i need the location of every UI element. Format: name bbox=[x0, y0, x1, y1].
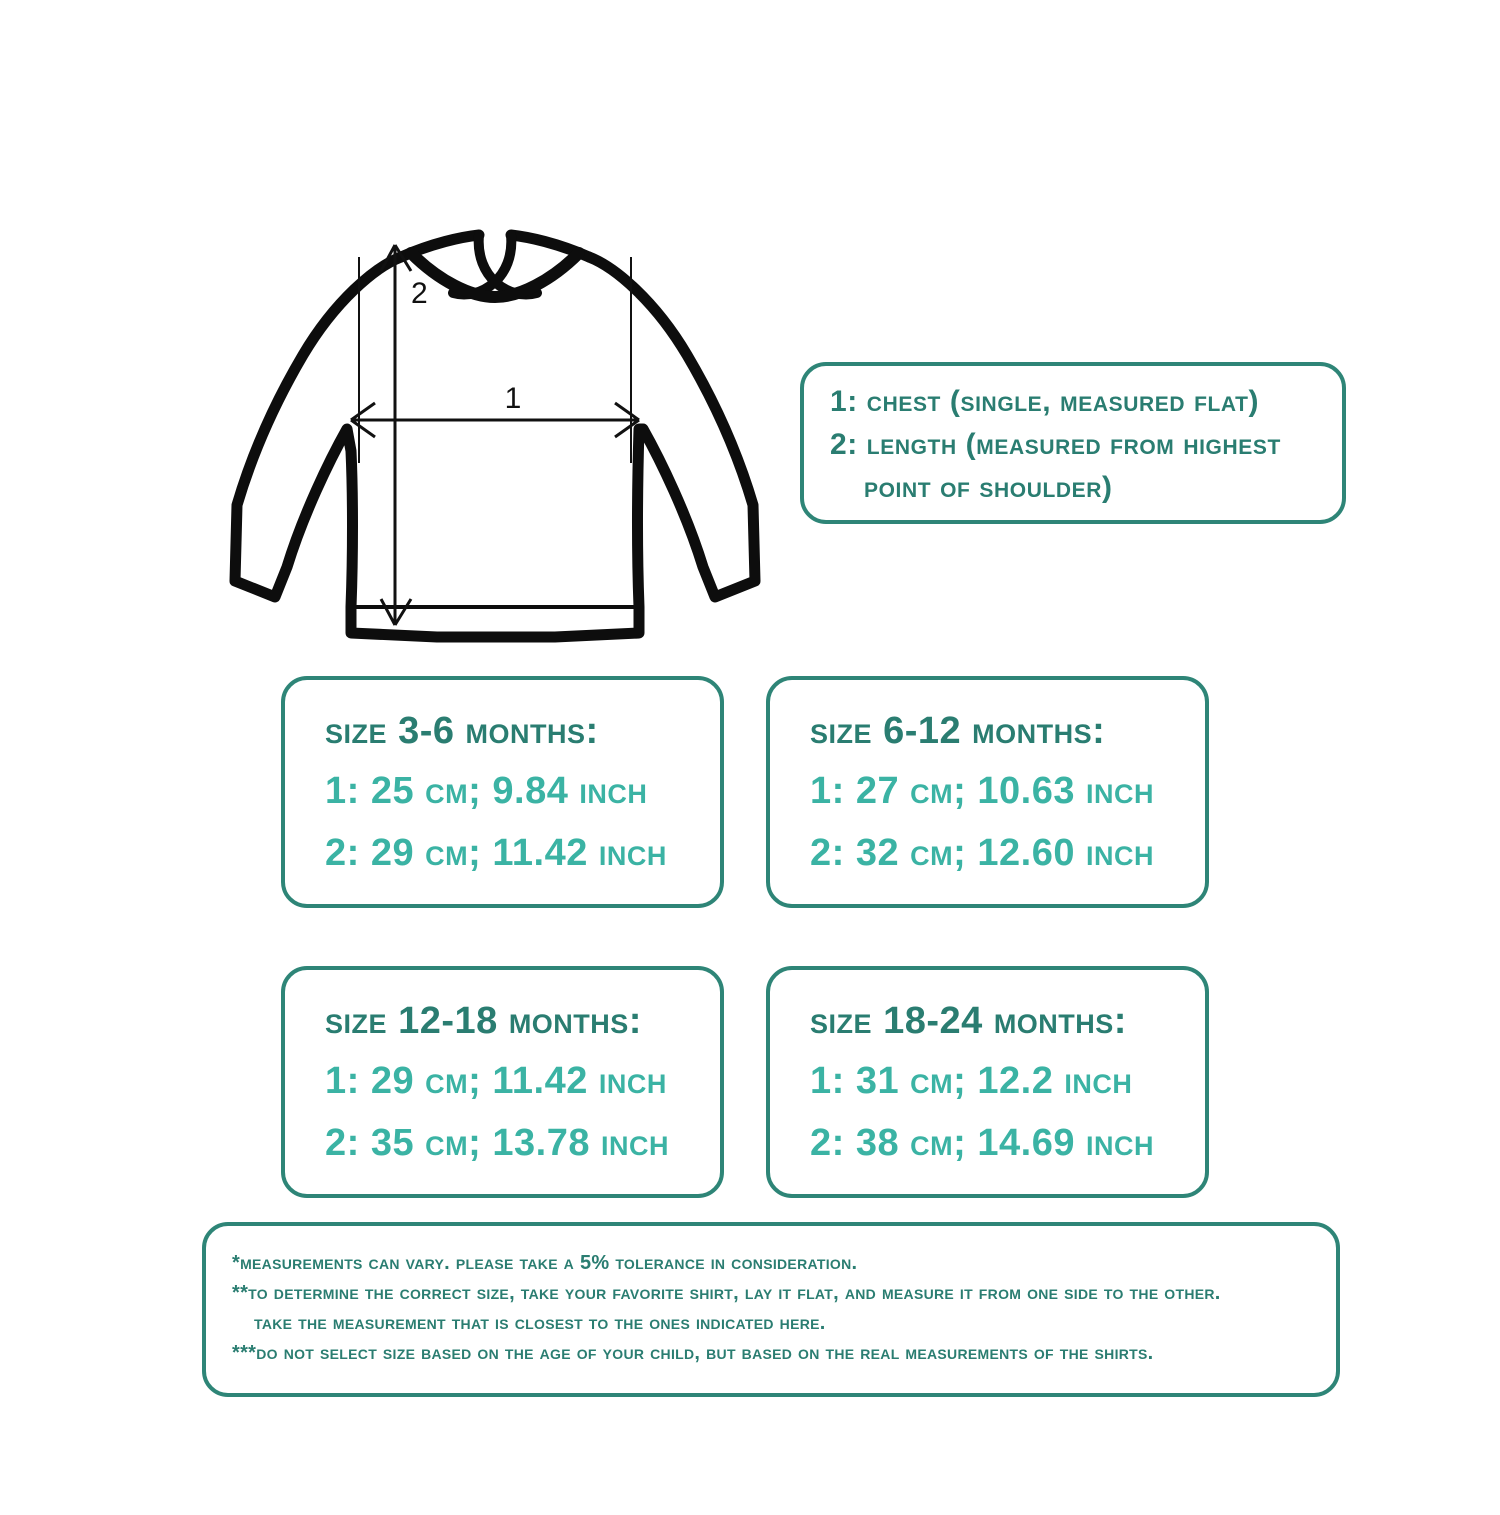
legend-line-chest: 1: Chest (single, measured flat) bbox=[830, 385, 1260, 418]
length-measurement-arrow bbox=[379, 244, 413, 626]
size-length-value: 2: 32 cm; 12.60 inch bbox=[810, 832, 1155, 874]
size-title: Size 3-6 months: bbox=[325, 710, 599, 752]
shirt-diagram: 1 2 bbox=[225, 215, 765, 655]
legend-line-length: 2: length (measured from highest bbox=[830, 428, 1281, 461]
chest-measurement-arrow bbox=[350, 401, 640, 439]
footnotes-box: *Measurements can vary. Please take a 5%… bbox=[202, 1222, 1340, 1397]
size-title: Size 6-12 months: bbox=[810, 710, 1106, 752]
footnote-do-not-use-age: ***Do not select size based on the age o… bbox=[232, 1342, 1154, 1364]
legend-line-length-cont: point of shoulder) bbox=[864, 471, 1113, 504]
measurement-legend-box: 1: Chest (single, measured flat) 2: leng… bbox=[800, 362, 1346, 524]
size-chest-value: 1: 25 cm; 9.84 inch bbox=[325, 770, 648, 812]
size-length-value: 2: 35 cm; 13.78 inch bbox=[325, 1122, 670, 1164]
footnote-how-to-measure: **To determine the correct size, take yo… bbox=[232, 1282, 1221, 1304]
footnote-tolerance: *Measurements can vary. Please take a 5%… bbox=[232, 1252, 858, 1274]
size-title: Size 12-18 months: bbox=[325, 1000, 642, 1042]
length-measurement-label: 2 bbox=[411, 277, 428, 310]
size-box-18-24-months: Size 18-24 months: 1: 31 cm; 12.2 inch 2… bbox=[766, 966, 1209, 1198]
chest-measurement-label: 1 bbox=[505, 382, 522, 415]
size-chest-value: 1: 27 cm; 10.63 inch bbox=[810, 770, 1155, 812]
size-chest-value: 1: 31 cm; 12.2 inch bbox=[810, 1060, 1133, 1102]
size-chest-value: 1: 29 cm; 11.42 inch bbox=[325, 1060, 667, 1102]
size-title: Size 18-24 months: bbox=[810, 1000, 1127, 1042]
size-length-value: 2: 29 cm; 11.42 inch bbox=[325, 832, 667, 874]
size-length-value: 2: 38 cm; 14.69 inch bbox=[810, 1122, 1155, 1164]
size-box-6-12-months: Size 6-12 months: 1: 27 cm; 10.63 inch 2… bbox=[766, 676, 1209, 908]
footnote-how-to-measure-cont: Take the measurement that is closest to … bbox=[254, 1312, 826, 1334]
size-box-3-6-months: Size 3-6 months: 1: 25 cm; 9.84 inch 2: … bbox=[281, 676, 724, 908]
shirt-outline bbox=[229, 229, 761, 643]
size-box-12-18-months: Size 12-18 months: 1: 29 cm; 11.42 inch … bbox=[281, 966, 724, 1198]
